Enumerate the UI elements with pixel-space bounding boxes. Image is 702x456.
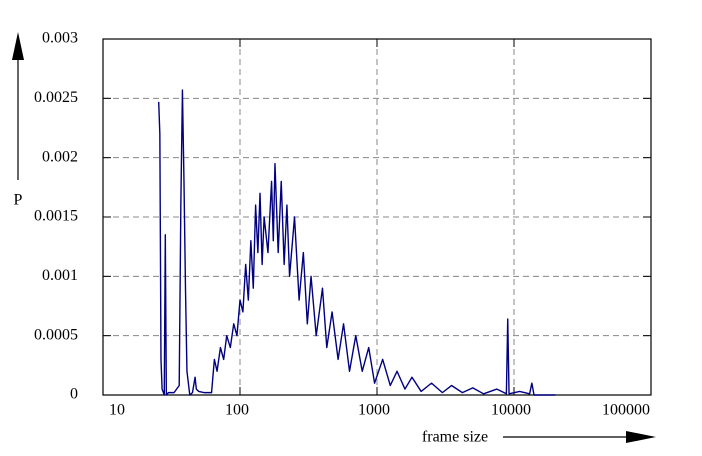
data-line — [158, 89, 556, 396]
y-arrowhead — [12, 32, 24, 60]
y-tick-label: 0.003 — [42, 30, 78, 47]
x-axis-label: frame size — [422, 429, 488, 446]
y-tick-label: 0.0005 — [34, 326, 78, 343]
y-tick-label: 0 — [70, 386, 78, 403]
y-axis-label: P — [14, 192, 23, 209]
y-tick-label: 0.002 — [42, 148, 78, 165]
x-tick-label: 100 — [225, 402, 249, 419]
x-tick-label: 10000 — [491, 402, 531, 419]
y-tick-label: 0.0025 — [34, 89, 78, 106]
y-tick-label: 0.001 — [42, 267, 78, 284]
y-tick-label: 0.0015 — [34, 208, 78, 225]
x-tick-label: 100000 — [602, 402, 650, 419]
x-tick-label: 10 — [109, 402, 125, 419]
x-arrowhead — [626, 431, 656, 443]
plot-frame — [102, 38, 652, 396]
x-tick-label: 1000 — [358, 402, 390, 419]
